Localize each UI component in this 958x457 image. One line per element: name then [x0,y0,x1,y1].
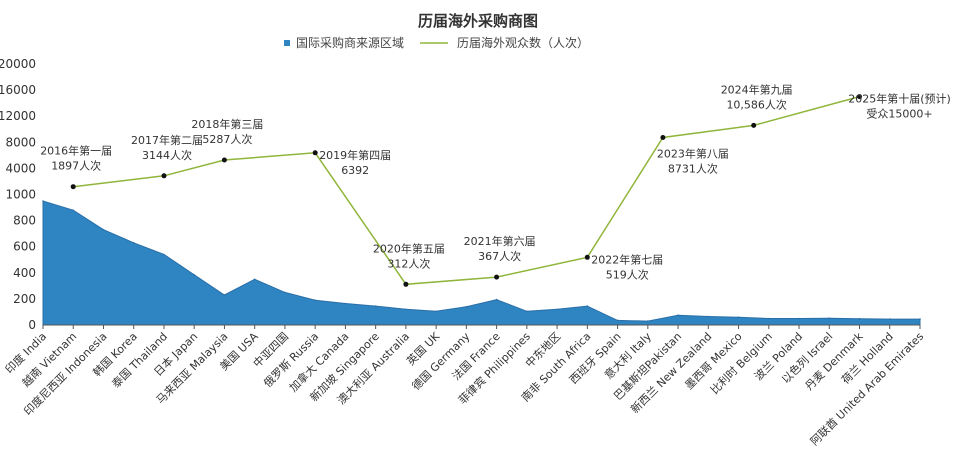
visitors-point [221,157,227,163]
visitors-label-count: 10,586人次 [726,97,787,111]
area-series [42,200,921,326]
area-point [798,317,800,320]
legend-line-label: 历届海外观众数（人次） [457,35,589,50]
visitors-line [73,95,860,286]
area-point [193,274,195,276]
visitors-label-count: 8731人次 [668,162,718,176]
visitors-point [70,184,76,190]
area-point [556,308,558,311]
area-point [889,318,891,320]
area-point [707,315,710,318]
y-tick-label: 200 [13,292,36,306]
area-point [828,317,831,320]
visitors-point [660,135,666,140]
visitors-point [312,150,318,156]
area-point [526,310,528,313]
visitors-label-count: 3144人次 [142,148,192,162]
legend-area-label: 国际采购商来源区域 [296,35,404,50]
area-point [374,305,377,307]
y-tick-label: 8000 [5,135,36,149]
visitors-point [161,173,167,179]
area-point [102,228,105,231]
visitors-label-edition: 2018年第三届 [191,117,263,131]
y-tick-label: 12000 [0,109,36,123]
area-point [405,308,407,311]
visitors-label-edition: 2022年第七届 [591,252,663,266]
visitors-label-count: 312人次 [387,256,430,270]
y-tick-label: 1000 [5,188,36,202]
area-point [163,253,165,256]
visitors-label-count: 367人次 [478,249,521,263]
visitors-label-count: 受众15000+ [866,108,932,121]
area-point [495,298,498,301]
area-point [677,314,679,317]
area-point [919,318,921,320]
visitors-point [494,274,500,280]
chart-title: 历届海外采购商图 [418,12,538,30]
area-point [314,299,317,302]
area-point [253,278,256,281]
area-point [223,294,226,296]
area-point [435,310,437,313]
visitors-point [751,122,757,128]
legend-area-swatch [284,40,290,46]
y-tick-label: 0 [28,318,36,332]
visitors-label-count: 1897人次 [51,159,101,173]
visitors-point [857,94,862,100]
visitors-label-edition: 2016年第一届 [40,144,112,158]
visitors-label-edition: 2024年第九届 [721,82,793,96]
area-point [72,209,74,211]
area-point [616,319,619,322]
area-point [586,305,589,307]
visitors-label-count: 519人次 [606,267,649,281]
visitors-label-edition: 2021年第六届 [464,234,536,248]
area-point [284,291,286,294]
area-point [132,242,135,244]
area-point [344,302,347,305]
y-tick-label: 400 [13,266,36,280]
visitors-point [584,254,590,260]
visitors-label-count: 5287人次 [202,132,252,146]
y-tick-label: 4000 [5,161,36,175]
visitors-label-count: 6392 [341,164,369,177]
line-series [70,94,862,287]
area-point [465,305,468,308]
y-axis: 20000 16000 12000 8000 4000 1000 800 600 400 200 0 [0,57,36,332]
visitors-label-edition: 2023年第八届 [657,147,729,161]
visitors-label-edition: 2017年第二届 [131,133,203,147]
visitors-label-edition: 2020年第五届 [373,241,445,255]
area-point [768,317,770,320]
y-tick-label: 600 [13,240,36,254]
y-tick-label: 16000 [0,83,36,97]
area-point [42,200,44,202]
area-point [647,320,649,322]
legend: 国际采购商来源区域 历届海外观众数（人次） [284,35,589,50]
visitors-point [403,281,409,287]
visitors-label-edition: 2025年第十届(预计) [848,92,951,106]
y-tick-label: 800 [13,214,36,228]
area-point [737,316,740,319]
area-point [858,317,861,320]
visitors-label-edition: 2019年第四届 [319,148,391,162]
y-tick-label: 20000 [0,57,36,71]
